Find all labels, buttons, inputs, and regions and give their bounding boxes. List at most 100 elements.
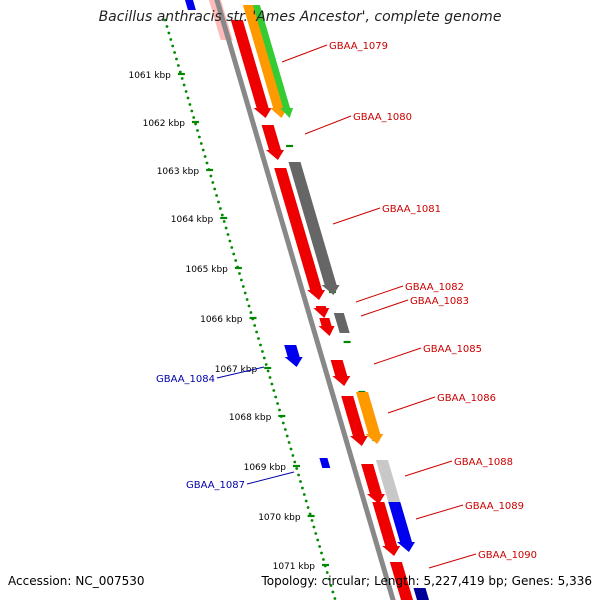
- tick-dot: [261, 350, 264, 353]
- gene-label[interactable]: GBAA_1085: [423, 344, 482, 355]
- tick-dot: [209, 174, 213, 178]
- tick-dot: [203, 155, 207, 158]
- tick-dot: [178, 70, 182, 74]
- backbone-line: [214, 0, 396, 600]
- tick-dot: [167, 31, 171, 35]
- tick-dot: [293, 460, 297, 464]
- tick-dot: [196, 129, 199, 132]
- tick-dot: [243, 291, 247, 295]
- tick-label: 1068 kbp: [229, 413, 272, 423]
- tick-dot: [175, 57, 178, 61]
- tick-dot: [327, 577, 331, 581]
- gene-bar: [389, 562, 413, 600]
- label-callout: [428, 553, 477, 569]
- tick-dot: [230, 246, 234, 249]
- label-callout: [304, 115, 352, 135]
- tick-dot: [312, 525, 316, 529]
- tick-dot: [188, 103, 192, 106]
- tick-label: 1064 kbp: [171, 215, 214, 225]
- gene-label[interactable]: GBAA_1082: [405, 282, 464, 293]
- gene-label[interactable]: GBAA_1079: [329, 41, 388, 52]
- tick-dot: [308, 512, 312, 516]
- gene-labels: GBAA_1079 GBAA_1080 GBAA_1081 GBAA_1082 GBAA…: [156, 41, 537, 569]
- gene-bar: [288, 162, 340, 295]
- gene-label[interactable]: GBAA_1087: [186, 480, 245, 491]
- label-callout: [387, 396, 436, 414]
- tick-dot: [234, 259, 238, 262]
- tick-dot: [253, 324, 257, 327]
- tick-dot: [224, 226, 228, 230]
- gene-label[interactable]: GBAA_1080: [353, 112, 412, 123]
- tick-label: 1067 kbp: [215, 365, 258, 375]
- label-callout: [332, 207, 381, 225]
- gene-bar: [313, 306, 330, 318]
- topology-label: Topology:: [261, 574, 318, 588]
- accession-value: NC_007530: [75, 574, 145, 588]
- tick-dot: [199, 142, 203, 145]
- tick-dot: [241, 285, 245, 288]
- gene-bar: [356, 392, 384, 444]
- tick-dot: [302, 493, 306, 496]
- tick-label: 1061 kbp: [128, 71, 171, 81]
- length-label: Length:: [374, 574, 420, 588]
- tick-dot: [163, 18, 167, 22]
- tick-dot: [180, 77, 184, 80]
- gene-bar: [252, 5, 294, 118]
- tick-dot: [329, 584, 333, 587]
- tick-dot: [255, 330, 258, 334]
- tick-dot: [220, 213, 224, 217]
- gene-label[interactable]: GBAA_1088: [454, 457, 513, 468]
- label-callout: [415, 504, 464, 520]
- gene-label[interactable]: GBAA_1081: [382, 204, 441, 215]
- gene-bar: [284, 345, 303, 367]
- tick-dot: [182, 83, 186, 87]
- gene-label[interactable]: GBAA_1089: [465, 501, 524, 512]
- tick-label: 1070 kbp: [258, 513, 301, 523]
- tick-dot: [184, 90, 188, 93]
- tick-dot: [198, 135, 201, 139]
- tick-dot: [270, 382, 274, 386]
- gene-bar: [330, 360, 351, 386]
- tick-dot: [299, 480, 302, 483]
- tick-dot: [274, 395, 278, 399]
- tick-label: 1069 kbp: [244, 463, 287, 473]
- genome-stats: Topology: circular; Length: 5,227,419 bp; Ge…: [261, 574, 592, 588]
- tick-dot: [306, 506, 310, 509]
- tick-dot: [322, 558, 325, 561]
- tick-dot: [325, 571, 329, 574]
- tick-dot: [331, 590, 335, 594]
- tick-dot: [165, 25, 169, 28]
- tick-dot: [268, 376, 272, 379]
- tick-label: 1063 kbp: [157, 167, 200, 177]
- tick-dot: [186, 96, 190, 100]
- tick-dot: [295, 467, 299, 470]
- tick-dot: [194, 122, 198, 126]
- label-callout: [373, 347, 422, 365]
- tick-dot: [249, 311, 253, 314]
- gene-bar: [333, 313, 350, 333]
- gene-bar: [318, 318, 335, 336]
- tick-dot: [192, 116, 196, 119]
- length-value: 5,227,419 bp;: [423, 574, 508, 588]
- tick-dot: [272, 389, 276, 392]
- tick-label: 1066 kbp: [200, 315, 243, 325]
- gene-label[interactable]: GBAA_1084: [156, 374, 215, 385]
- tick-dot: [257, 337, 260, 340]
- tick-dot: [276, 402, 279, 405]
- tick-label: 1071 kbp: [273, 562, 316, 572]
- tick-labels: 1061 kbp 1062 kbp 1063 kbp 1064 kbp 1065 kbp…: [128, 48, 409, 572]
- gene-bar: [372, 502, 401, 556]
- tick-dot: [297, 473, 300, 477]
- label-callout: [404, 460, 453, 477]
- gene-label[interactable]: GBAA_1086: [437, 393, 496, 404]
- label-callout: [355, 285, 404, 303]
- tick-dot: [285, 434, 289, 438]
- gene-bar: [361, 464, 385, 504]
- tick-dot: [301, 486, 304, 490]
- gene-label[interactable]: GBAA_1083: [410, 296, 469, 307]
- tick-dot: [211, 181, 215, 184]
- gene-label[interactable]: GBAA_1090: [478, 550, 537, 561]
- tick-dot: [314, 532, 318, 535]
- label-callout: [246, 471, 295, 485]
